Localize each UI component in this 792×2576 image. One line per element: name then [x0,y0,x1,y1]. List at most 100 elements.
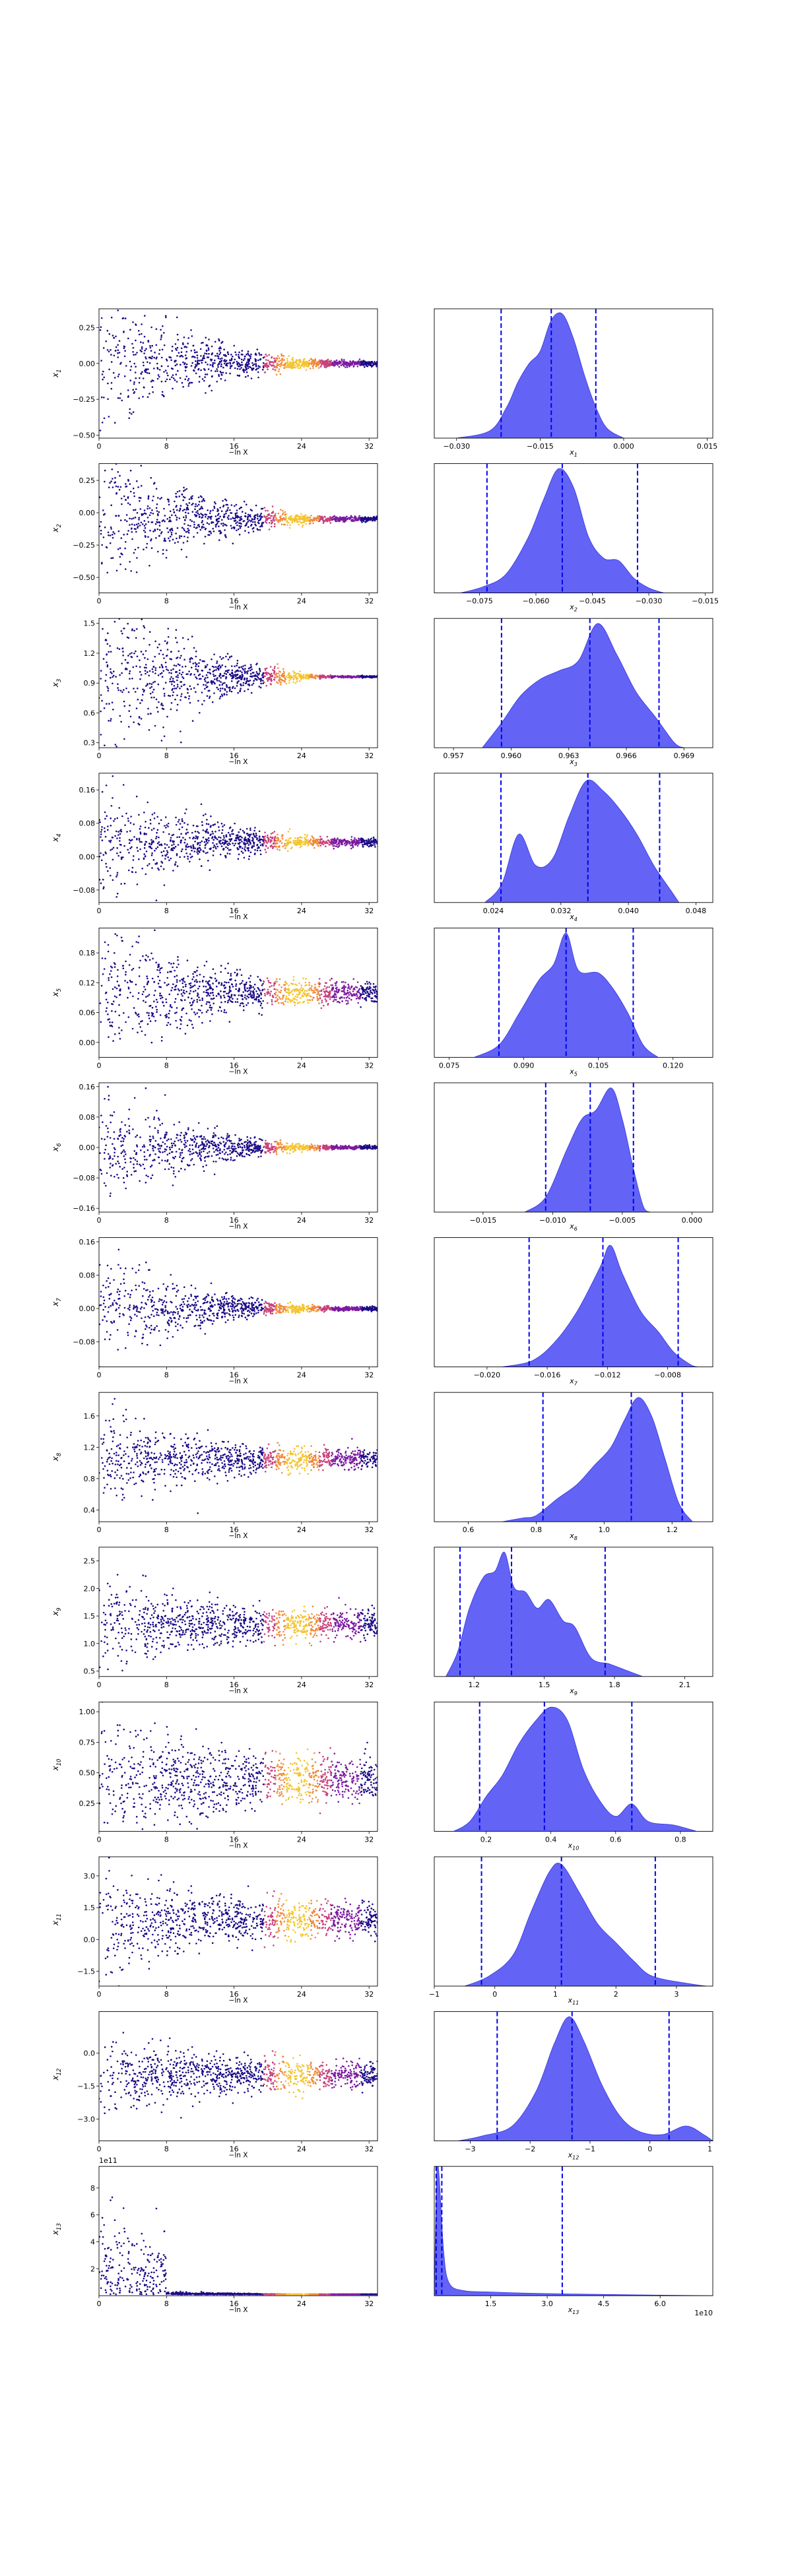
scatter-point [135,665,137,667]
scatter-point [186,364,188,366]
scatter-point [141,618,143,620]
scatter-point [284,514,286,516]
scatter-point [136,628,138,630]
scatter-point [157,497,159,499]
scatter-point [228,518,230,520]
scatter-point [161,381,163,383]
y-tick-label: 1.2 [84,649,96,658]
scatter-point [200,849,202,851]
scatter-point [274,672,276,674]
scatter-point [167,649,169,651]
scatter-point [271,999,273,1001]
x-tick-label: −0.045 [579,597,606,606]
scatter-point [157,711,159,713]
scatter-point [232,517,234,519]
scatter-point [227,853,229,854]
scatter-point [183,990,185,992]
scatter-point [170,651,172,653]
scatter-point [244,846,246,848]
scatter-point [319,836,321,838]
scatter-point [236,685,238,687]
scatter-point [201,501,203,503]
scatter-point [284,511,286,513]
scatter-point [273,985,275,987]
scatter-point [210,510,212,512]
scatter-point [221,684,223,686]
scatter-point [195,515,197,517]
scatter-point [195,668,197,670]
scatter-point [200,348,202,350]
scatter-point [191,365,193,367]
scatter-point [176,979,178,981]
scatter-point [236,530,238,532]
scatter-point [106,785,108,787]
scatter-point [211,680,213,682]
scatter-ylabel: x2 [51,524,63,533]
scatter-point [129,847,131,849]
scatter-point [209,695,211,697]
scatter-point [166,379,168,381]
scatter-point [174,501,176,503]
scatter-point [124,883,126,885]
scatter-point [112,676,114,678]
scatter-point [277,849,279,851]
scatter-point [277,355,279,357]
scatter-point [249,842,251,844]
scatter-point [333,843,335,845]
scatter-point [176,853,178,855]
scatter-point [331,990,333,992]
scatter-point [138,330,140,332]
scatter-point [106,572,108,574]
scatter-point [218,1010,220,1012]
scatter-point [323,844,325,846]
scatter-point [123,701,125,703]
scatter-point [131,523,133,525]
scatter-point [317,841,319,843]
scatter-point [265,840,267,842]
scatter-point [203,380,205,382]
scatter-point [171,534,173,536]
scatter-point [202,358,204,360]
scatter-point [374,846,376,848]
scatter-point [318,517,320,519]
scatter-point [305,518,307,520]
scatter-point [168,628,170,630]
scatter-point [348,998,350,1000]
scatter-point [293,674,295,676]
scatter-point [187,692,189,694]
scatter-point [123,1012,125,1014]
scatter-point [363,841,365,843]
scatter-point [199,501,201,503]
scatter-point [213,674,214,676]
x-tick-label: 0.957 [443,752,464,760]
scatter-point [296,519,298,521]
scatter-point [189,674,191,676]
scatter-point [183,648,185,650]
scatter-point [303,359,305,361]
scatter-point [150,512,152,514]
scatter-point [150,477,152,479]
scatter-point [302,843,304,845]
scatter-point [314,847,315,849]
scatter-point [175,365,177,367]
scatter-point [203,986,205,988]
scatter-point [124,356,126,358]
scatter-point [174,699,176,701]
scatter-point [145,527,147,529]
scatter-point [191,350,193,352]
scatter-point [170,676,172,678]
scatter-point [108,651,110,653]
scatter-point [205,666,207,668]
scatter-point [280,675,282,677]
scatter-point [211,683,213,685]
scatter-point [126,486,128,488]
scatter-point [343,517,345,519]
scatter-point [231,527,233,529]
x-tick-label: −0.060 [523,597,550,606]
scatter-point [253,672,255,674]
scatter-point [192,511,194,513]
scatter-point [178,663,180,665]
x-tick-label: −0.015 [527,442,554,451]
scatter-point [182,382,183,384]
